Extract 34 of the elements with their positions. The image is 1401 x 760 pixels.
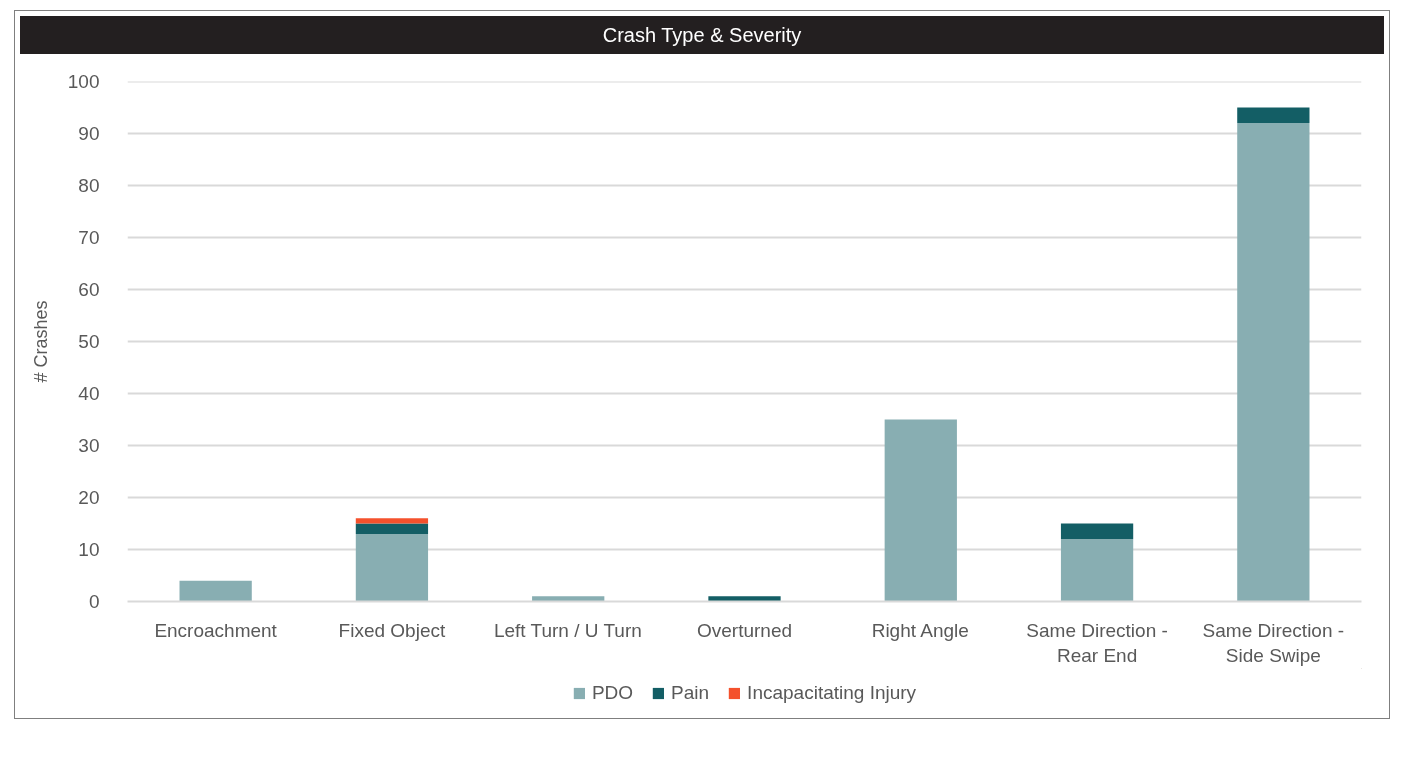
x-tick-label: Right Angle [871,619,969,641]
bar [532,596,605,602]
y-tick-label: 100 [67,71,100,92]
bar [355,518,429,524]
y-tick-label: 30 [78,435,100,456]
y-axis-title: # Crashes [30,300,51,383]
chart-title: Crash Type & Severity [602,23,802,48]
y-tick-label: 70 [78,227,100,248]
x-tick-label: Same Direction - Rear End [1026,619,1168,666]
y-tick-label: 90 [78,123,100,144]
x-tick-label: Same Direction - Side Swipe [1202,619,1345,666]
bar [884,419,957,602]
y-tick-label: 20 [78,487,100,508]
legend-label: PDO [591,682,634,704]
y-tick-label: 10 [78,539,100,560]
bar [1237,107,1310,124]
x-tick-label: Fixed Object [338,619,446,641]
y-tick-label: 80 [78,175,100,196]
y-tick-label: 60 [78,279,100,300]
bar [355,523,429,534]
y-tick-label: 50 [78,331,100,352]
bar [1060,539,1134,602]
x-tick-label: Overturned [696,619,793,641]
bar [1060,523,1134,540]
legend-label: Incapacitating Injury [747,682,917,704]
legend-label: Pain [671,682,710,704]
y-tick-label: 40 [78,383,100,404]
x-tick-label: Left Turn / U Turn [493,619,642,641]
bar [708,596,781,602]
bar [355,533,429,602]
x-tick-label: Encroachment [154,619,278,641]
bar [1237,123,1310,602]
y-tick-label: 0 [88,591,100,612]
bar [179,580,252,602]
